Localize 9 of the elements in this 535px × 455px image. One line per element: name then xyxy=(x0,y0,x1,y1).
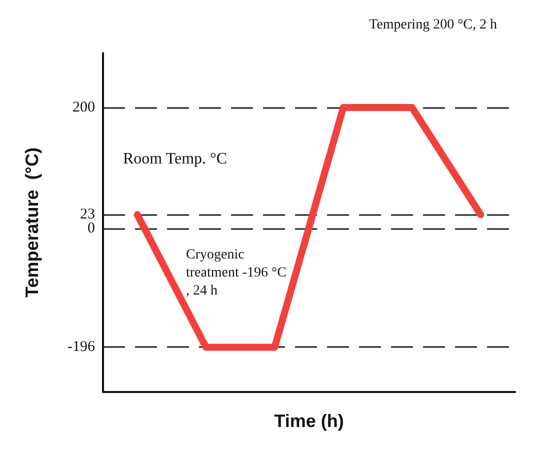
annotation: Room Temp. °C xyxy=(123,150,228,168)
y-axis-title: Temperature (°C) xyxy=(22,148,42,298)
y-tick-label: 200 xyxy=(72,99,95,116)
annotation: Cryogenic treatment -196 °C, 24 h xyxy=(186,248,286,298)
y-tick-label: -196 xyxy=(68,339,96,356)
y-tick-label: 23 xyxy=(80,206,95,223)
x-axis-title: Time (h) xyxy=(274,411,344,431)
y-tick-label: 0 xyxy=(88,220,95,237)
text: Tempering 200 °C, 2 h xyxy=(369,18,498,32)
